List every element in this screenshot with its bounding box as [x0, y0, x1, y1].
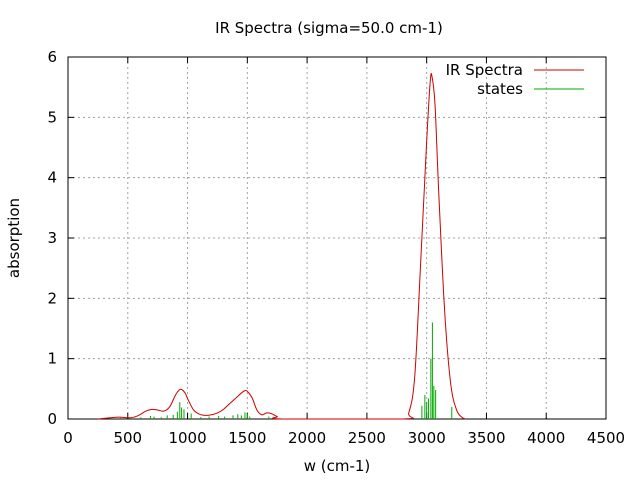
y-tick-label: 1: [47, 350, 57, 368]
x-tick-label: 500: [113, 429, 142, 447]
y-axis-label: absorption: [5, 198, 23, 278]
x-tick-label: 2000: [288, 429, 326, 447]
y-tick-label: 4: [47, 169, 57, 187]
x-tick-label: 2500: [348, 429, 386, 447]
legend-label-states: states: [477, 80, 523, 98]
x-tick-label: 3000: [408, 429, 446, 447]
y-tick-label: 5: [47, 108, 57, 126]
ir-spectrum-line: [97, 72, 467, 420]
legend-label-ir-spectra: IR Spectra: [446, 61, 523, 79]
y-tick-label: 6: [47, 48, 57, 66]
grid-lines: [68, 57, 606, 419]
x-tick-label: 4500: [587, 429, 625, 447]
states-impulses: [103, 322, 453, 419]
x-tick-label: 4000: [527, 429, 565, 447]
y-tick-label: 0: [47, 410, 57, 428]
y-tick-label: 3: [47, 229, 57, 247]
axis-ticks: 0 500 1000 1500 2000 2500 3000 3500 4000 4500 0 1 2 3…: [47, 48, 625, 447]
x-tick-label: 1500: [228, 429, 266, 447]
x-tick-label: 3500: [467, 429, 505, 447]
x-axis-label: w (cm-1): [304, 457, 371, 475]
legend: IR Spectra states: [446, 61, 584, 98]
y-tick-label: 2: [47, 289, 57, 307]
chart-title: IR Spectra (sigma=50.0 cm-1): [215, 19, 443, 37]
x-tick-label: 0: [63, 429, 73, 447]
x-tick-label: 1000: [168, 429, 206, 447]
